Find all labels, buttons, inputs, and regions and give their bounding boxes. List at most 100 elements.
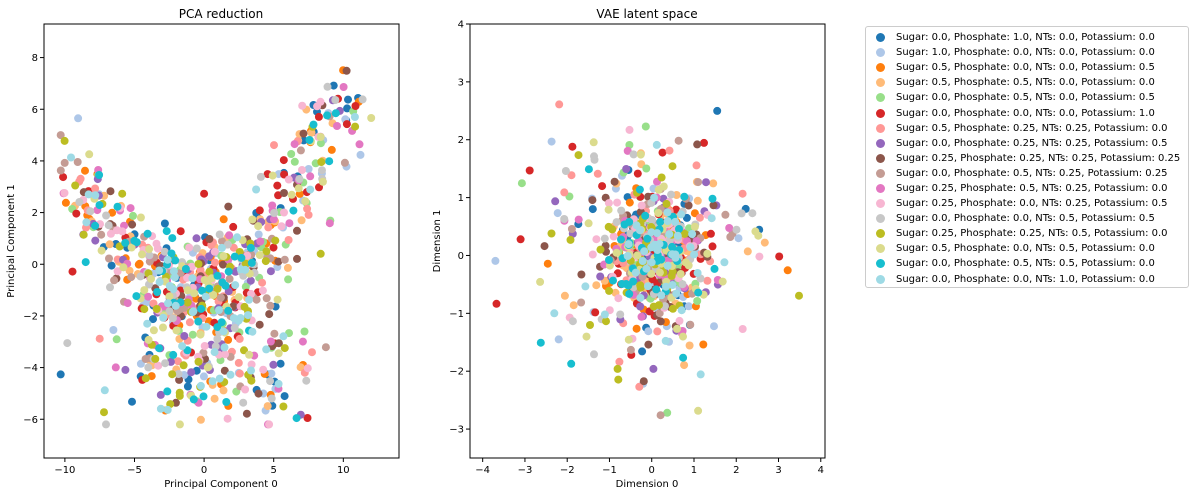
- legend-label: Sugar: 0.5, Phosphate: 0.0, NTs: 0.0, Po…: [896, 62, 1155, 74]
- scatter-point: [246, 276, 255, 285]
- scatter-point: [709, 179, 718, 188]
- scatter-point: [567, 225, 576, 233]
- scatter-point: [164, 299, 172, 308]
- scatter-point: [298, 337, 307, 346]
- y-tick-label: 4: [458, 20, 464, 31]
- scatter-point: [274, 339, 283, 348]
- scatter-point: [635, 226, 644, 235]
- scatter-point: [247, 376, 256, 385]
- scatter-point: [616, 310, 625, 319]
- scatter-point: [280, 170, 289, 179]
- scatter-point: [296, 363, 305, 372]
- scatter-point: [655, 301, 663, 310]
- scatter-point: [245, 350, 254, 359]
- pca-y-ticks: −6 −4 −2 0 2 4 6 8: [23, 53, 44, 426]
- scatter-point: [656, 411, 665, 420]
- scatter-point: [637, 312, 646, 321]
- scatter-point: [91, 236, 100, 245]
- y-tick-label: 3: [458, 77, 464, 88]
- scatter-point: [672, 205, 681, 214]
- scatter-point: [247, 360, 256, 369]
- scatter-point: [109, 326, 118, 334]
- scatter-point: [307, 128, 316, 137]
- scatter-point: [677, 210, 686, 219]
- scatter-point: [680, 192, 689, 201]
- scatter-point: [609, 232, 618, 241]
- scatter-point: [273, 295, 282, 304]
- scatter-point: [155, 266, 164, 275]
- scatter-point: [655, 309, 664, 318]
- scatter-point: [279, 156, 288, 165]
- scatter-point: [566, 235, 575, 244]
- scatter-point: [294, 184, 303, 193]
- scatter-point: [632, 324, 641, 333]
- scatter-point: [694, 406, 703, 415]
- scatter-point: [301, 197, 310, 206]
- scatter-point: [61, 198, 70, 207]
- scatter-point: [280, 208, 288, 217]
- scatter-point: [210, 247, 219, 256]
- x-tick-label: −5: [127, 465, 142, 476]
- scatter-point: [185, 243, 194, 252]
- scatter-point: [82, 218, 91, 227]
- scatter-point: [329, 81, 338, 90]
- scatter-point: [343, 104, 352, 113]
- scatter-point: [261, 257, 270, 266]
- scatter-point: [685, 341, 694, 350]
- scatter-point: [141, 374, 150, 383]
- scatter-point: [256, 172, 265, 181]
- scatter-point: [297, 216, 306, 225]
- scatter-point: [647, 269, 656, 278]
- scatter-point: [734, 234, 743, 243]
- scatter-point: [755, 252, 764, 261]
- scatter-point: [205, 235, 214, 243]
- scatter-point: [56, 370, 65, 379]
- scatter-point: [350, 113, 359, 121]
- scatter-point: [638, 257, 647, 265]
- scatter-point: [255, 320, 264, 329]
- scatter-point: [194, 260, 203, 268]
- scatter-point: [223, 414, 232, 423]
- x-tick-label: 4: [818, 465, 824, 476]
- scatter-point: [625, 289, 634, 298]
- scatter-point: [308, 348, 316, 357]
- scatter-point: [700, 138, 708, 147]
- scatter-point: [279, 402, 288, 411]
- scatter-point: [105, 254, 113, 263]
- scatter-point: [175, 375, 184, 384]
- scatter-point: [657, 291, 666, 300]
- x-tick-label: 0: [201, 465, 207, 476]
- scatter-point: [168, 314, 177, 323]
- legend-marker-icon: [876, 259, 885, 269]
- scatter-point: [194, 317, 203, 326]
- x-tick-label: 0: [649, 465, 655, 476]
- scatter-point: [602, 317, 610, 326]
- scatter-point: [662, 282, 670, 291]
- scatter-point: [492, 299, 501, 308]
- scatter-point: [713, 106, 722, 115]
- scatter-point: [81, 166, 89, 175]
- scatter-point: [673, 324, 681, 333]
- scatter-point: [340, 158, 349, 167]
- scatter-point: [236, 265, 245, 274]
- legend-marker-icon: [876, 183, 885, 193]
- scatter-point: [605, 286, 614, 295]
- scatter-point: [84, 190, 93, 199]
- scatter-point: [574, 215, 583, 224]
- scatter-point: [650, 193, 659, 202]
- scatter-point: [247, 366, 255, 375]
- scatter-point: [218, 237, 226, 246]
- scatter-point: [224, 306, 233, 315]
- scatter-point: [196, 381, 205, 390]
- scatter-point: [111, 363, 120, 372]
- scatter-point: [127, 243, 136, 252]
- scatter-point: [591, 308, 600, 317]
- scatter-point: [172, 326, 181, 335]
- scatter-point: [636, 302, 645, 311]
- scatter-point: [100, 386, 109, 395]
- scatter-point: [224, 267, 233, 276]
- scatter-point: [152, 239, 161, 248]
- scatter-point: [637, 201, 646, 210]
- scatter-point: [74, 114, 83, 123]
- scatter-point: [262, 345, 271, 354]
